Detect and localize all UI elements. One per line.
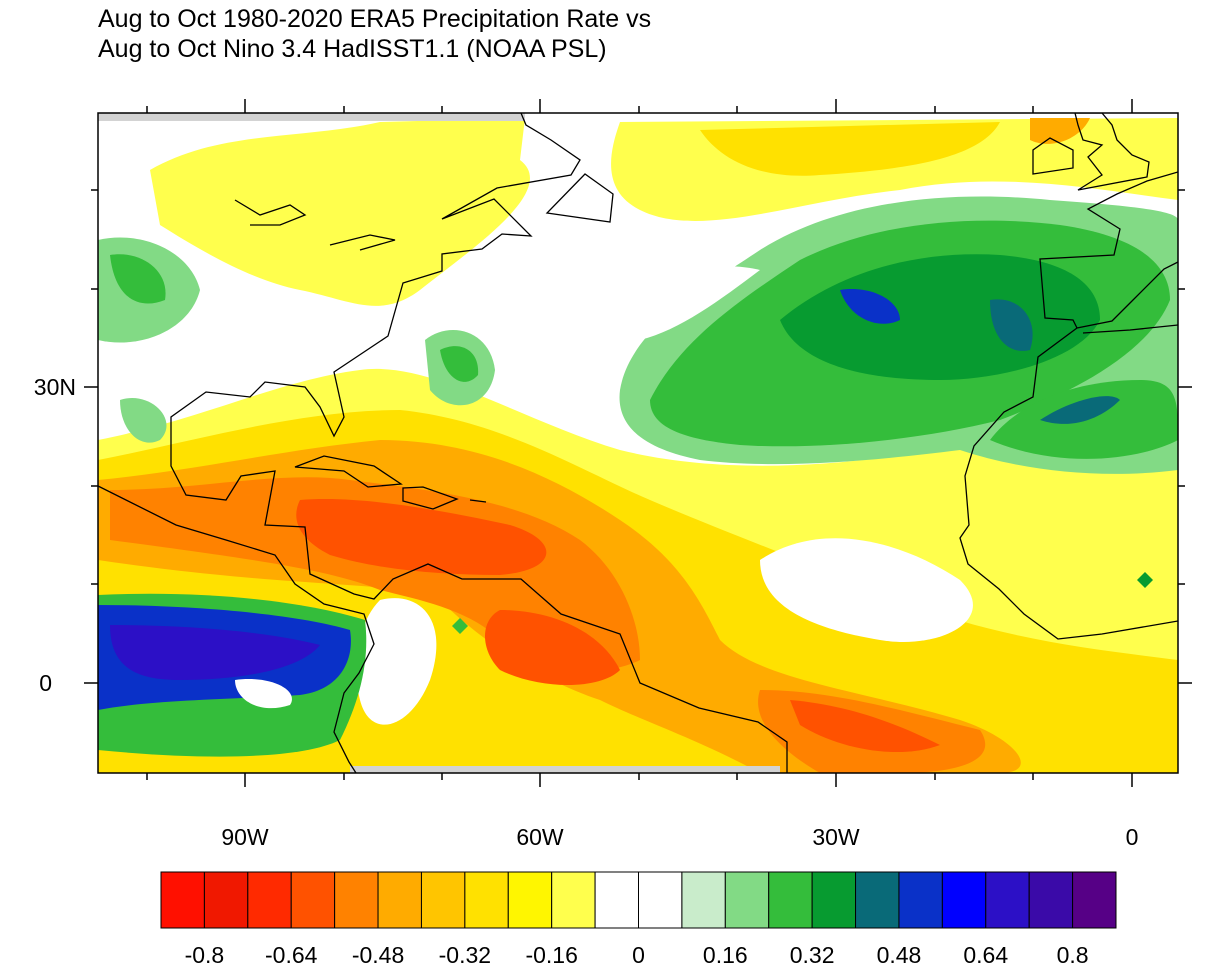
contour-blue-atl — [840, 289, 900, 324]
colorbar-box — [898, 871, 943, 929]
colorbar-box — [290, 871, 336, 929]
colorbar-label: 0.64 — [963, 942, 1008, 968]
contour-white-gap2 — [356, 598, 437, 725]
contour-teal-africa — [1040, 396, 1120, 424]
colorbar-label: -0.64 — [265, 942, 318, 968]
colorbar-box — [811, 871, 857, 929]
colorbar-box — [160, 871, 205, 929]
contour-teal-atl — [990, 299, 1033, 351]
colorbar-label: 0.16 — [703, 942, 748, 968]
contour-green-colombia — [120, 398, 167, 443]
y-tick-0: 0 — [39, 670, 52, 696]
colorbar-box — [724, 871, 770, 929]
colorbar-label: 0.48 — [877, 942, 922, 968]
colorbar-box — [681, 871, 726, 929]
x-tick-60w: 60W — [516, 824, 564, 850]
contour-yellow2-ne — [700, 122, 1000, 176]
missing-data-top — [98, 113, 525, 121]
missing-data-bottom — [350, 766, 780, 773]
colorbar-box — [855, 871, 900, 929]
colorbar-box — [377, 871, 422, 929]
coast-puerto-rico — [469, 499, 487, 503]
coast-newfoundland — [545, 173, 614, 223]
coast-mediterranean — [1076, 261, 1178, 329]
colorbar-box — [594, 871, 639, 929]
colorbar-label: -0.32 — [439, 942, 491, 968]
contour-green-pt — [452, 618, 468, 634]
colorbar-label: -0.48 — [352, 942, 404, 968]
colorbar-box — [203, 871, 249, 929]
coast-africa — [959, 327, 1178, 640]
colorbar-box — [464, 871, 509, 929]
colorbar-label: 0 — [632, 942, 645, 968]
contour-white-gap — [760, 538, 973, 642]
contour-white-pacific — [235, 679, 292, 709]
axis-ticks — [84, 99, 1192, 787]
contour-field — [98, 113, 1178, 773]
coast-iberia-france — [1039, 171, 1178, 329]
colorbar-box — [420, 871, 466, 929]
colorbar-box — [1028, 871, 1074, 929]
coast-britain — [1074, 113, 1150, 191]
contour-red-amazon — [485, 610, 620, 685]
contour-green2-nw — [110, 254, 166, 304]
coast-ireland — [1032, 137, 1074, 175]
contour-red-satl — [790, 700, 940, 753]
map-frame — [97, 112, 1179, 774]
title-line-2: Aug to Oct Nino 3.4 HadISST1.1 (NOAA PSL… — [98, 35, 607, 63]
title-line-1: Aug to Oct 1980-2020 ERA5 Precipitation … — [98, 5, 652, 33]
contour-white-midatl — [620, 266, 760, 340]
x-tick-0: 0 — [1126, 824, 1139, 850]
contour-darkblue-pacific — [110, 625, 320, 680]
contour-yellow-north — [150, 118, 530, 306]
coast-cuba — [294, 455, 403, 488]
colorbar: -0.8 -0.64 -0.48 -0.32 -0.16 0 0.16 0.32 0.48 0.6… — [160, 871, 1117, 968]
colorbar-label: -0.16 — [525, 942, 577, 968]
colorbar-label: 0.32 — [790, 942, 835, 968]
colorbar-box — [551, 871, 596, 929]
colorbar-box — [985, 871, 1030, 929]
chart-title: Aug to Oct 1980-2020 ERA5 Precipitation … — [98, 4, 651, 64]
colorbar-label: -0.8 — [185, 942, 225, 968]
contour-orange-uk — [1030, 118, 1090, 144]
colorbar-box — [941, 871, 987, 929]
coast-north-america-east — [170, 113, 788, 773]
colorbar-box — [507, 871, 553, 929]
colorbar-box — [247, 871, 292, 929]
colorbar-box — [638, 871, 683, 929]
coast-hispaniola — [402, 486, 459, 510]
coast-great-lakes-2 — [329, 234, 396, 251]
contour-green-gulfguinea — [1137, 572, 1153, 588]
x-tick-30w: 30W — [812, 824, 860, 850]
colorbar-box — [334, 871, 379, 929]
coast-africa-med — [1082, 324, 1178, 334]
colorbar-box — [1072, 871, 1117, 929]
coast-pacific-americas — [98, 485, 375, 773]
coast-great-lakes — [234, 199, 307, 226]
contour-red-caribbean — [296, 499, 547, 575]
y-tick-30n: 30N — [34, 374, 76, 400]
colorbar-box — [768, 871, 813, 929]
contour-green2-sargasso — [440, 346, 479, 382]
x-tick-90w: 90W — [221, 824, 269, 850]
colorbar-label: 0.8 — [1057, 942, 1089, 968]
coastlines — [98, 113, 1178, 773]
